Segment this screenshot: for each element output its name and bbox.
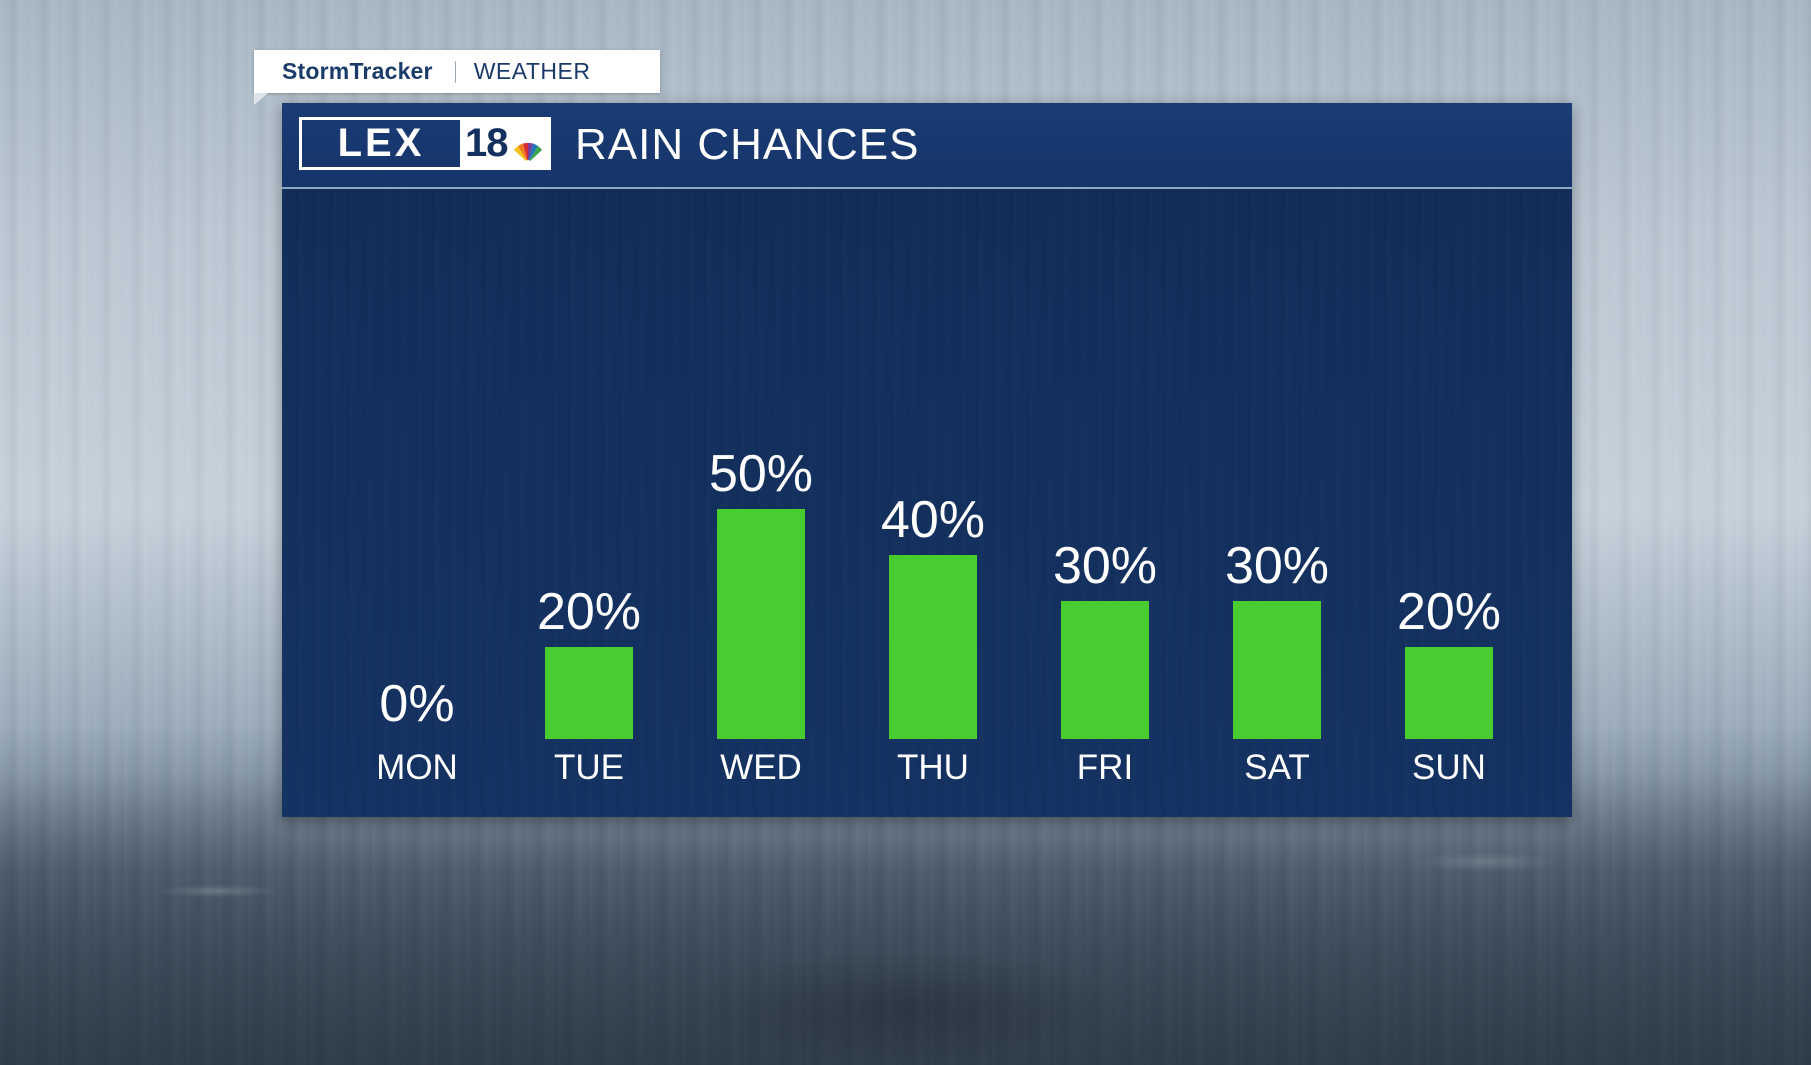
stormtracker-label: StormTracker bbox=[282, 58, 433, 84]
value-label-wed: 50% bbox=[709, 445, 813, 503]
day-label-tue: TUE bbox=[554, 748, 624, 787]
logo-number-text: 18 bbox=[465, 121, 508, 165]
day-label-mon: MON bbox=[376, 748, 458, 787]
logo-lex-text: LEX bbox=[337, 121, 425, 165]
brand-divider bbox=[454, 60, 456, 83]
day-label-sat: SAT bbox=[1244, 748, 1309, 787]
weather-label: WEATHER bbox=[473, 58, 591, 84]
value-label-fri: 30% bbox=[1053, 537, 1157, 595]
panel-header: LEX 18 RAIN CHANCES bbox=[282, 103, 1572, 189]
day-label-wed: WED bbox=[720, 748, 802, 787]
value-label-sat: 30% bbox=[1225, 537, 1329, 595]
bar-wed bbox=[717, 509, 805, 739]
bar-tue bbox=[545, 647, 633, 739]
panel-title: RAIN CHANCES bbox=[575, 120, 920, 169]
logo-number: 18 bbox=[460, 120, 548, 167]
day-label-thu: THU bbox=[897, 748, 969, 787]
value-label-mon: 0% bbox=[379, 675, 454, 733]
value-label-thu: 40% bbox=[881, 491, 985, 549]
rain-background bbox=[0, 775, 1811, 1065]
value-label-tue: 20% bbox=[537, 583, 641, 641]
day-label-fri: FRI bbox=[1077, 748, 1133, 787]
bar-fri bbox=[1061, 601, 1149, 739]
value-label-sun: 20% bbox=[1397, 583, 1501, 641]
station-logo: LEX 18 bbox=[299, 117, 551, 170]
peacock-icon bbox=[514, 142, 542, 164]
bar-sun bbox=[1405, 647, 1493, 739]
bar-sat bbox=[1233, 601, 1321, 739]
chart-area: 0% MON 20% TUE 50% WED 40% THU 30% FRI 30% SAT 20% SU… bbox=[282, 189, 1572, 817]
bar-thu bbox=[889, 555, 977, 739]
stormtracker-tag: StormTracker WEATHER bbox=[254, 50, 660, 105]
rain-chances-chart: 0% MON 20% TUE 50% WED 40% THU 30% FRI 30% SAT 20% SU… bbox=[376, 445, 1501, 787]
day-label-sun: SUN bbox=[1412, 748, 1486, 787]
rain-chances-panel: LEX 18 RAIN CHANCES 0% MON 20% TUE 50% WED 40%… bbox=[282, 103, 1572, 817]
